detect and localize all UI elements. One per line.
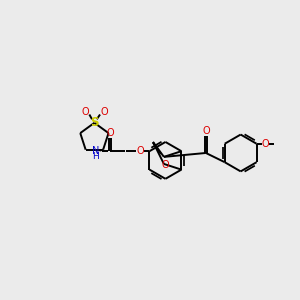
Text: O: O: [161, 160, 169, 170]
Text: O: O: [136, 146, 144, 156]
Text: O: O: [202, 126, 210, 136]
Text: O: O: [262, 139, 269, 149]
Text: S: S: [90, 116, 99, 129]
Text: H: H: [93, 152, 99, 161]
Text: O: O: [82, 106, 89, 116]
Text: O: O: [100, 106, 108, 116]
Text: O: O: [106, 128, 114, 138]
Text: N: N: [92, 146, 100, 156]
